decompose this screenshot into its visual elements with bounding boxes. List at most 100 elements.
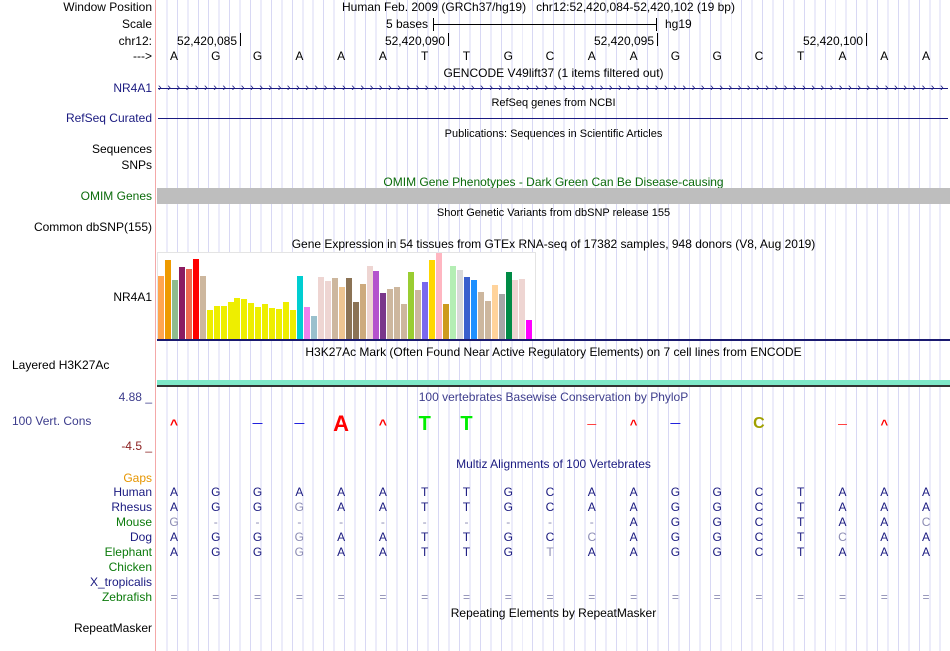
dbsnp-label[interactable]: Common dbSNP(155) [33,220,152,234]
strand-arrow-icon: › [783,82,788,94]
alignment-base: A [169,545,178,559]
gtex-label[interactable]: NR4A1 [113,290,152,304]
gtex-tissue-bar[interactable] [290,309,297,339]
strand-arrow-icon: › [765,82,769,94]
omim-label[interactable]: OMIM Genes [80,189,152,203]
gtex-tissue-bar[interactable] [436,253,442,339]
gtex-tissue-bar[interactable] [164,259,171,339]
h3k27ac-signal[interactable] [157,380,950,385]
refseq-label[interactable]: RefSeq Curated [65,111,152,125]
phylop-logo-glyph: — [252,418,263,429]
gtex-tissue-bar[interactable] [199,275,206,339]
refseq-gene-line[interactable] [158,118,948,119]
gtex-tissue-bar[interactable] [303,306,310,339]
gtex-tissue-bar[interactable] [324,280,331,339]
phylop-max: 4.88 _ [118,390,152,404]
alignment-base: C [838,530,847,544]
gtex-tissue-bar[interactable] [352,301,359,339]
gtex-tissue-bar[interactable] [442,303,449,339]
gtex-tissue-bar[interactable] [422,281,429,339]
gtex-tissue-bar[interactable] [297,275,303,339]
gtex-tissue-bar[interactable] [401,303,408,339]
gtex-tissue-bar[interactable] [519,278,526,339]
strand-arrow-icon: › [259,82,263,94]
alignment-base: = [421,590,429,604]
gtex-tissue-bar[interactable] [158,275,164,339]
gencode-label[interactable]: NR4A1 [113,81,152,95]
gtex-tissue-bar[interactable] [484,300,491,339]
gtex-tissue-bar[interactable] [338,286,345,339]
gtex-tissue-bar[interactable] [380,292,387,339]
gtex-tissue-bar[interactable] [526,319,533,339]
gtex-tissue-bar[interactable] [317,276,324,339]
strand-arrow-icon: › [480,82,484,94]
gtex-tissue-bar[interactable] [498,293,505,339]
repeatmasker-label[interactable]: RepeatMasker [73,621,152,635]
gtex-tissue-bar[interactable] [255,306,262,339]
gtex-tissue-bar[interactable] [463,276,470,339]
gtex-tissue-bar[interactable] [234,297,241,339]
gtex-tissue-bar[interactable] [359,283,366,339]
alignment-base: G [252,530,263,544]
gtex-tissue-bar[interactable] [456,269,463,339]
gtex-tissue-bar[interactable] [491,284,498,339]
species-label-chicken[interactable]: Chicken [108,560,152,574]
alignment-base: = [462,590,470,604]
gtex-tissue-bar[interactable] [310,315,317,339]
gtex-tissue-bar[interactable] [470,279,477,339]
gtex-tissue-bar[interactable] [366,265,373,339]
gtex-tissue-bar[interactable] [505,271,512,339]
gtex-tissue-bar[interactable] [276,308,283,339]
snps-label[interactable]: SNPs [121,158,152,172]
species-label-x_tropicalis[interactable]: X_tropicalis [89,575,152,589]
species-label-rhesus[interactable]: Rhesus [111,500,152,514]
alignment-base: C [754,485,764,499]
gtex-tissue-bar[interactable] [171,279,178,339]
omim-gene-bar[interactable] [157,188,950,204]
gtex-tissue-bar[interactable] [262,303,269,339]
gaps-label[interactable]: Gaps [123,471,152,485]
gtex-tissue-bar[interactable] [192,258,199,339]
gtex-tissue-bar[interactable] [387,288,394,339]
gtex-tissue-bar[interactable] [429,259,436,339]
alignment-base: T [797,545,805,559]
gene-line-nr4a1[interactable] [158,88,948,89]
gtex-tissue-bar[interactable] [269,307,276,339]
phylop-label[interactable]: 100 Vert. Cons [12,414,92,428]
gtex-tissue-bar[interactable] [241,298,248,339]
gtex-tissue-bar[interactable] [394,286,401,339]
base-letter: T [462,49,471,63]
gtex-bar-chart[interactable] [157,252,534,339]
gtex-tissue-bar[interactable] [227,301,234,339]
gtex-tissue-bar[interactable] [415,289,422,339]
gtex-tissue-bar[interactable] [477,291,484,339]
gtex-tissue-bar[interactable] [331,277,338,339]
gtex-tissue-bar[interactable] [213,305,220,339]
alignment-base: G [211,500,221,514]
gtex-tissue-bar[interactable] [220,305,227,339]
strand-arrow-icon: › [636,82,641,94]
strand-arrow-icon: › [590,82,595,94]
species-label-mouse[interactable]: Mouse [115,515,152,529]
gtex-tissue-bar[interactable] [178,266,185,339]
species-label-human[interactable]: Human [113,485,152,499]
alignment-base: A [880,500,889,514]
alignment-base: T [462,485,471,499]
gtex-tissue-bar[interactable] [283,301,290,339]
gtex-tissue-bar[interactable] [206,309,213,339]
gtex-tissue-bar[interactable] [449,265,456,339]
species-label-dog[interactable]: Dog [129,530,152,544]
species-label-elephant[interactable]: Elephant [104,545,152,559]
alignment-base: G [252,545,263,559]
gtex-tissue-bar[interactable] [373,270,380,339]
species-label-zebrafish[interactable]: Zebrafish [101,590,152,604]
alignment-base: T [797,500,805,514]
gtex-tissue-bar[interactable] [185,268,192,339]
gtex-tissue-bar[interactable] [512,279,519,339]
h3k27ac-label[interactable]: Layered H3K27Ac [12,358,110,372]
gtex-tissue-bar[interactable] [248,302,255,339]
gtex-tissue-bar[interactable] [408,271,415,339]
sequences-label[interactable]: Sequences [91,142,152,156]
strand-arrow-icon: › [507,82,512,94]
gtex-tissue-bar[interactable] [345,277,352,339]
